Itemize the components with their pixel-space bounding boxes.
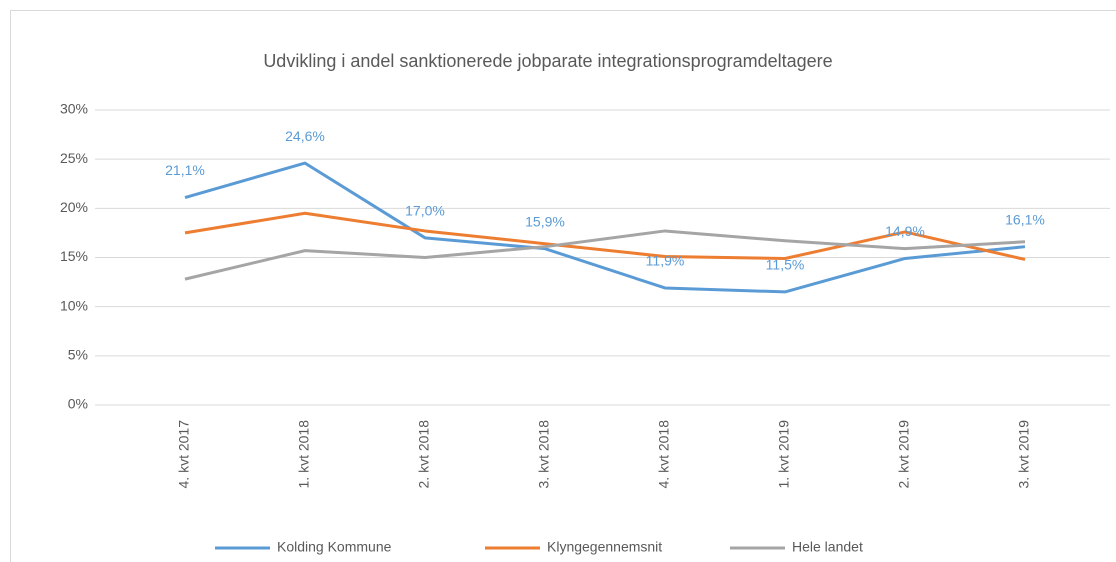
y-tick-label: 0% — [68, 396, 88, 412]
chart-border — [10, 10, 1116, 562]
x-tick-label: 4. kvt 2017 — [176, 420, 192, 489]
y-tick-label: 10% — [60, 297, 88, 313]
x-tick-label: 3. kvt 2018 — [536, 420, 552, 489]
chart-title: Udvikling i andel sanktionerede jobparat… — [263, 51, 832, 71]
data-label: 24,6% — [285, 128, 325, 144]
data-label: 16,1% — [1005, 211, 1045, 227]
x-tick-label: 1. kvt 2018 — [296, 420, 312, 489]
data-label: 17,0% — [405, 203, 445, 219]
x-tick-label: 1. kvt 2019 — [776, 420, 792, 489]
series-line — [184, 161, 1026, 294]
x-tick-label: 3. kvt 2019 — [1016, 420, 1032, 489]
data-label: 11,9% — [646, 253, 685, 269]
y-tick-label: 15% — [60, 248, 88, 264]
y-tick-label: 25% — [60, 150, 88, 166]
x-tick-label: 4. kvt 2018 — [656, 420, 672, 489]
legend-label: Kolding Kommune — [277, 539, 392, 555]
data-label: 15,9% — [525, 213, 565, 229]
x-tick-label: 2. kvt 2018 — [416, 420, 432, 489]
data-label: 21,1% — [165, 162, 205, 178]
series-line — [184, 229, 1026, 281]
y-tick-label: 20% — [60, 199, 88, 215]
legend-label: Klyngegennemsnit — [547, 539, 662, 555]
x-tick-label: 2. kvt 2019 — [896, 420, 912, 489]
y-tick-label: 30% — [60, 101, 88, 117]
legend-label: Hele landet — [792, 539, 863, 555]
y-tick-label: 5% — [68, 347, 88, 363]
series-line — [184, 211, 1026, 261]
data-label: 14,9% — [885, 223, 925, 239]
data-label: 11,5% — [766, 257, 805, 273]
